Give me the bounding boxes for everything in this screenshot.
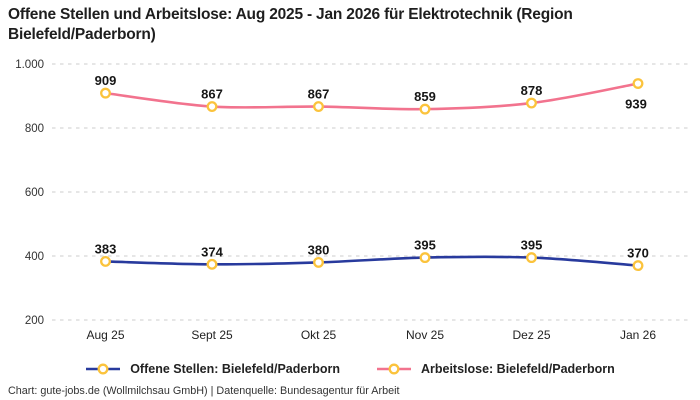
data-point-marker	[100, 255, 111, 267]
legend-item-arbeitslose: Arbeitslose: Bielefeld/Paderborn	[376, 362, 615, 376]
data-point-label: 878	[521, 83, 543, 98]
data-point-marker	[526, 97, 537, 109]
data-point-label: 867	[201, 87, 223, 102]
x-axis-label: Dez 25	[512, 328, 550, 342]
data-point-label: 374	[201, 244, 223, 259]
data-point-label: 859	[414, 89, 436, 104]
y-axis-tick-label: 1.000	[15, 59, 44, 71]
legend-line-marker-icon	[86, 363, 121, 375]
footer-credit: Chart: gute-jobs.de (Wollmilchsau GmbH) …	[8, 385, 400, 397]
legend-line-marker-icon	[376, 363, 411, 375]
data-point-marker	[526, 252, 537, 264]
data-point-marker	[419, 252, 431, 264]
data-point-marker	[313, 101, 324, 113]
y-axis-tick-label: 800	[25, 123, 44, 135]
data-point-marker	[632, 260, 644, 272]
y-axis-tick-label: 200	[25, 315, 44, 327]
data-point-marker	[313, 256, 324, 268]
series-line-offene-stellen	[104, 255, 640, 267]
data-point-marker	[419, 103, 431, 115]
legend-item-offene-stellen: Offene Stellen: Bielefeld/Paderborn	[85, 362, 340, 376]
data-point-label: 380	[308, 242, 330, 257]
title-line-1: Offene Stellen und Arbeitslose: Aug 2025…	[8, 6, 573, 23]
y-axis-tick-label: 400	[25, 251, 44, 263]
x-axis-label: Nov 25	[406, 328, 444, 342]
data-point-label: 867	[308, 87, 330, 102]
series-line-arbeitslose	[104, 82, 640, 111]
data-point-label: 383	[95, 241, 117, 256]
data-point-label: 395	[414, 238, 436, 253]
x-axis-label: Okt 25	[301, 328, 337, 342]
data-point-marker	[100, 87, 111, 99]
data-point-label: 909	[95, 73, 117, 88]
data-point-marker	[632, 78, 644, 89]
x-axis-label: Aug 25	[86, 328, 124, 342]
legend-label-offene-stellen: Offene Stellen: Bielefeld/Paderborn	[130, 362, 340, 376]
legend: Offene Stellen: Bielefeld/Paderborn Arbe…	[0, 360, 700, 378]
legend-label-arbeitslose: Arbeitslose: Bielefeld/Paderborn	[420, 362, 615, 376]
x-axis-label: Jan 26	[620, 328, 656, 342]
data-point-marker	[206, 101, 218, 113]
x-axis-label: Sept 25	[191, 328, 233, 342]
title-line-2: Bielefeld/Paderborn)	[8, 25, 156, 43]
data-point-marker	[206, 258, 218, 270]
data-point-label: 939	[625, 97, 647, 112]
data-point-label: 370	[627, 246, 649, 261]
data-point-label: 395	[521, 238, 543, 253]
page-title: Offene Stellen und Arbeitslose: Aug 2025…	[8, 5, 678, 44]
y-axis-tick-label: 600	[25, 187, 44, 199]
